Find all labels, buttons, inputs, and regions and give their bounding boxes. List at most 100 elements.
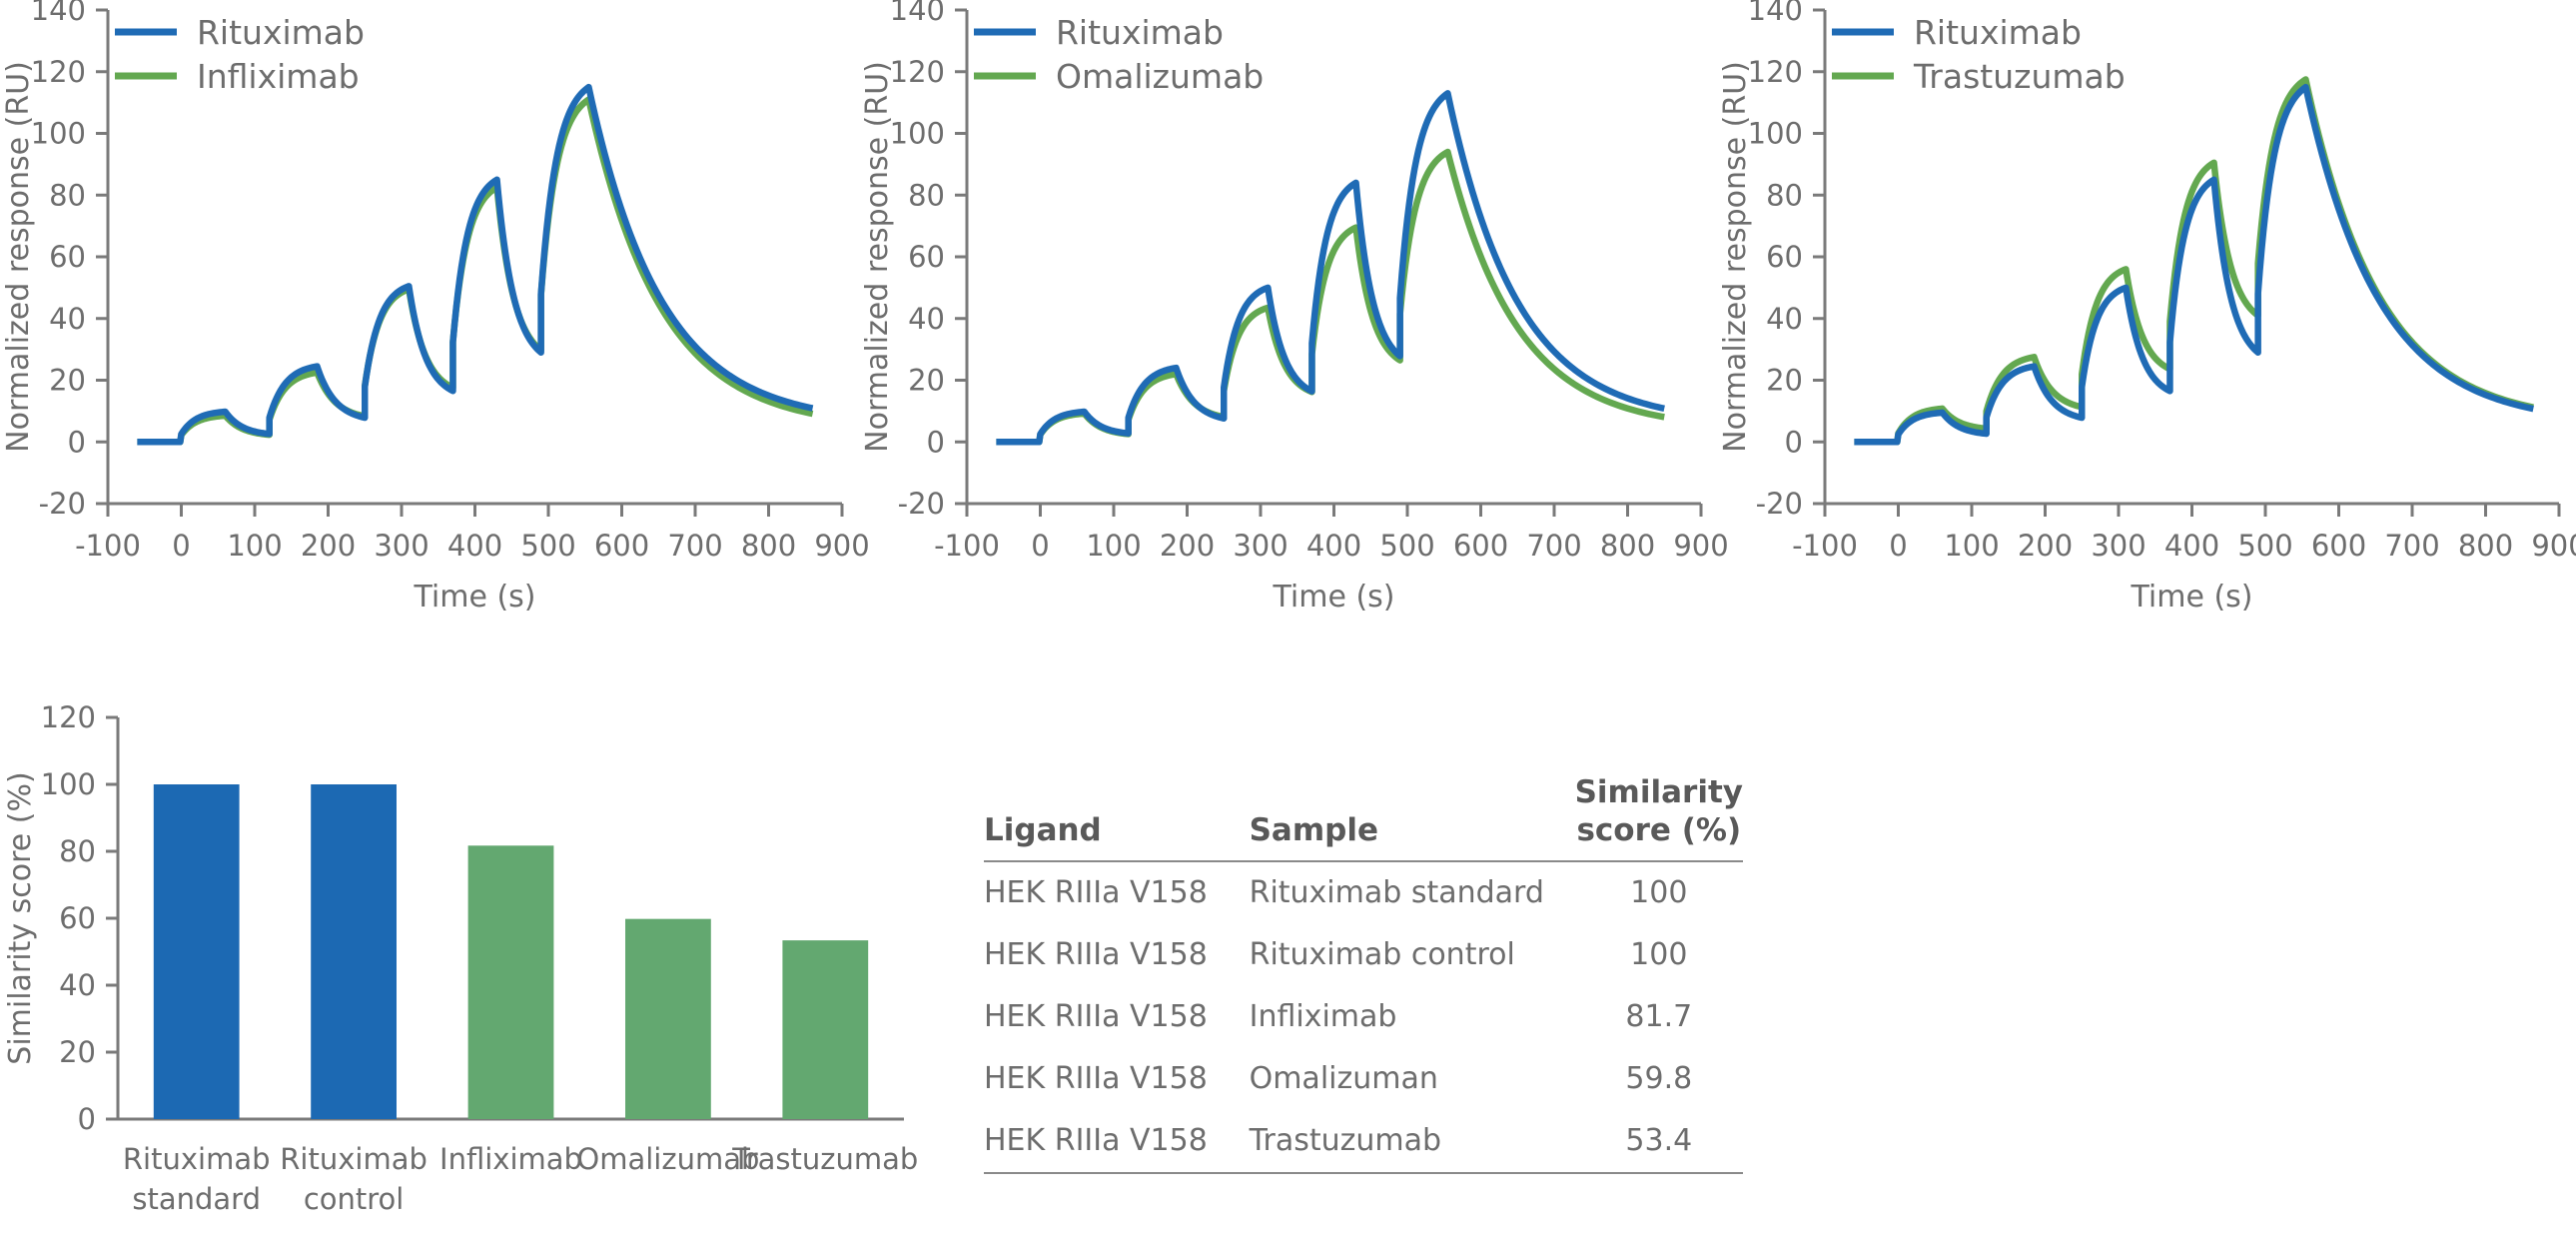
y-tick-label: 40 bbox=[908, 302, 945, 336]
sensorgram-panel-rituximab-trastuzumab: -20 0 20 40 60 80 100 120 140 -100 0 100 200 300 400 50… bbox=[1717, 0, 2576, 620]
cell-sample: Omalizuman bbox=[1249, 1060, 1438, 1096]
column-header-sample: Sample bbox=[1249, 811, 1378, 848]
x-tick-label: 300 bbox=[2091, 529, 2146, 563]
cell-ligand: HEK RIIIa V158 bbox=[984, 936, 1208, 972]
table-header-row: Ligand Sample Similarity score (%) bbox=[984, 774, 1743, 861]
sensorgram-curve-rituximab bbox=[1854, 83, 2534, 446]
sensorgram-curve-trastuzumab bbox=[1854, 76, 2534, 446]
column-header-similarity-score: Similarity score (%) bbox=[1575, 774, 1743, 861]
x-tick-label: 100 bbox=[1086, 529, 1141, 563]
x-axis-title: Time (s) bbox=[1273, 580, 1395, 615]
column-header-ligand: Ligand bbox=[984, 811, 1102, 848]
x-tick-label: 600 bbox=[594, 529, 649, 563]
y-tick-label: 20 bbox=[49, 364, 86, 398]
x-tick-label: 200 bbox=[1160, 529, 1215, 563]
x-tick-label: 400 bbox=[1306, 529, 1361, 563]
x-axis-title: Time (s) bbox=[414, 580, 536, 615]
x-axis-title: Time (s) bbox=[2131, 580, 2253, 615]
y-tick-label: 40 bbox=[49, 302, 86, 336]
x-tick-label: 300 bbox=[374, 529, 429, 563]
table-row: HEK RIIIa V158 Rituximab control 100 bbox=[984, 924, 1743, 986]
y-axis-ticks: 0 20 40 60 80 100 120 bbox=[41, 700, 118, 1136]
category-label: Rituximab bbox=[280, 1142, 428, 1176]
x-tick-label: 500 bbox=[2237, 529, 2292, 563]
y-axis-ticks: -20 0 20 40 60 80 100 120 140 bbox=[890, 0, 967, 521]
legend-label-rituximab: Rituximab bbox=[1914, 13, 2082, 52]
x-tick-label: 0 bbox=[1031, 529, 1049, 563]
x-tick-label: -100 bbox=[934, 529, 1000, 563]
y-tick-label: 80 bbox=[1766, 178, 1803, 212]
y-axis-title: Normalized response (RU) bbox=[860, 61, 895, 453]
x-tick-label: 700 bbox=[667, 529, 722, 563]
x-tick-label: -100 bbox=[1792, 529, 1858, 563]
table-row: HEK RIIIa V158 Omalizuman 59.8 bbox=[984, 1048, 1743, 1110]
y-axis-ticks: -20 0 20 40 60 80 100 120 140 bbox=[1748, 0, 1825, 521]
legend: Rituximab Infliximab bbox=[115, 13, 365, 96]
sensorgram-curve-infliximab bbox=[137, 96, 814, 446]
similarity-score-bar-chart: 0 20 40 60 80 100 120 Similarity score (%) Ritux… bbox=[0, 689, 949, 1250]
table-row: HEK RIIIa V158 Infliximab 81.7 bbox=[984, 986, 1743, 1048]
cell-similarity-score: 100 bbox=[1630, 874, 1688, 910]
column-header-similarity-line2: score (%) bbox=[1576, 811, 1742, 848]
y-axis-ticks: -20 0 20 40 60 80 100 120 140 bbox=[31, 0, 108, 521]
y-tick-label: 60 bbox=[59, 901, 96, 935]
legend-label-infliximab: Infliximab bbox=[197, 57, 360, 96]
cell-ligand: HEK RIIIa V158 bbox=[984, 1122, 1208, 1158]
y-tick-label: 40 bbox=[1766, 302, 1803, 336]
sensorgram-panel-rituximab-infliximab: -20 0 20 40 60 80 100 120 140 -100 0 100 200 300 400 50… bbox=[0, 0, 870, 620]
cell-ligand: HEK RIIIa V158 bbox=[984, 874, 1208, 910]
y-axis-title: Similarity score (%) bbox=[3, 771, 38, 1064]
y-tick-label: 40 bbox=[59, 968, 96, 1002]
x-tick-label: 900 bbox=[2531, 529, 2576, 563]
y-tick-label: 100 bbox=[31, 117, 86, 151]
y-tick-label: 0 bbox=[1785, 425, 1803, 459]
y-tick-label: 0 bbox=[78, 1102, 96, 1136]
y-tick-label: 100 bbox=[1748, 117, 1803, 151]
y-tick-label: 100 bbox=[41, 767, 96, 801]
cell-sample: Trastuzumab bbox=[1249, 1122, 1442, 1158]
y-tick-label: -20 bbox=[898, 487, 945, 521]
x-tick-label: 200 bbox=[301, 529, 356, 563]
x-tick-label: -100 bbox=[75, 529, 141, 563]
y-tick-label: -20 bbox=[1756, 487, 1803, 521]
cell-similarity-score: 53.4 bbox=[1625, 1122, 1693, 1158]
y-tick-label: -20 bbox=[39, 487, 86, 521]
y-tick-label: 140 bbox=[1748, 0, 1803, 27]
x-tick-label: 100 bbox=[1944, 529, 1999, 563]
y-tick-label: 0 bbox=[927, 425, 945, 459]
x-tick-label: 300 bbox=[1233, 529, 1288, 563]
category-label: Rituximab bbox=[123, 1142, 271, 1176]
bar bbox=[311, 784, 397, 1119]
category-label: Omalizumab bbox=[576, 1142, 759, 1176]
x-tick-label: 200 bbox=[2018, 529, 2073, 563]
y-tick-label: 120 bbox=[1748, 55, 1803, 89]
x-tick-label: 0 bbox=[172, 529, 190, 563]
x-axis-ticks: -100 0 100 200 300 400 500 600 700 800 900 bbox=[934, 504, 1729, 563]
legend: Rituximab Trastuzumab bbox=[1832, 13, 2126, 96]
category-label: Infliximab bbox=[439, 1142, 582, 1176]
bar bbox=[467, 845, 554, 1119]
curves bbox=[137, 83, 814, 446]
table-row: HEK RIIIa V158 Rituximab standard 100 bbox=[984, 861, 1743, 924]
cell-ligand: HEK RIIIa V158 bbox=[984, 1060, 1208, 1096]
cell-similarity-score: 59.8 bbox=[1625, 1060, 1693, 1096]
y-axis-title: Normalized response (RU) bbox=[1, 61, 36, 453]
similarity-results-table: Ligand Sample Similarity score (%) HEK R… bbox=[984, 774, 1743, 1174]
y-tick-label: 0 bbox=[68, 425, 86, 459]
sensorgram-svg: -20 0 20 40 60 80 100 120 140 -100 0 100 200 300 400 50… bbox=[1718, 0, 2576, 615]
x-tick-label: 400 bbox=[2164, 529, 2219, 563]
y-tick-label: 140 bbox=[31, 0, 86, 27]
sensorgram-curve-omalizumab bbox=[996, 148, 1665, 446]
sensorgram-panel-rituximab-omalizumab: -20 0 20 40 60 80 100 120 140 -100 0 100 200 300 400 50… bbox=[859, 0, 1729, 620]
sensorgram-curve-rituximab bbox=[137, 83, 814, 446]
cell-sample: Infliximab bbox=[1249, 998, 1397, 1034]
x-tick-label: 900 bbox=[1673, 529, 1728, 563]
y-tick-label: 140 bbox=[890, 0, 945, 27]
cell-sample: Rituximab standard bbox=[1249, 874, 1544, 910]
y-tick-label: 80 bbox=[59, 834, 96, 868]
x-axis-ticks: -100 0 100 200 300 400 500 600 700 800 900 bbox=[75, 504, 870, 563]
x-tick-label: 600 bbox=[2311, 529, 2366, 563]
y-tick-label: 80 bbox=[49, 178, 86, 212]
y-tick-label: 60 bbox=[1766, 240, 1803, 274]
cell-similarity-score: 81.7 bbox=[1625, 998, 1693, 1034]
